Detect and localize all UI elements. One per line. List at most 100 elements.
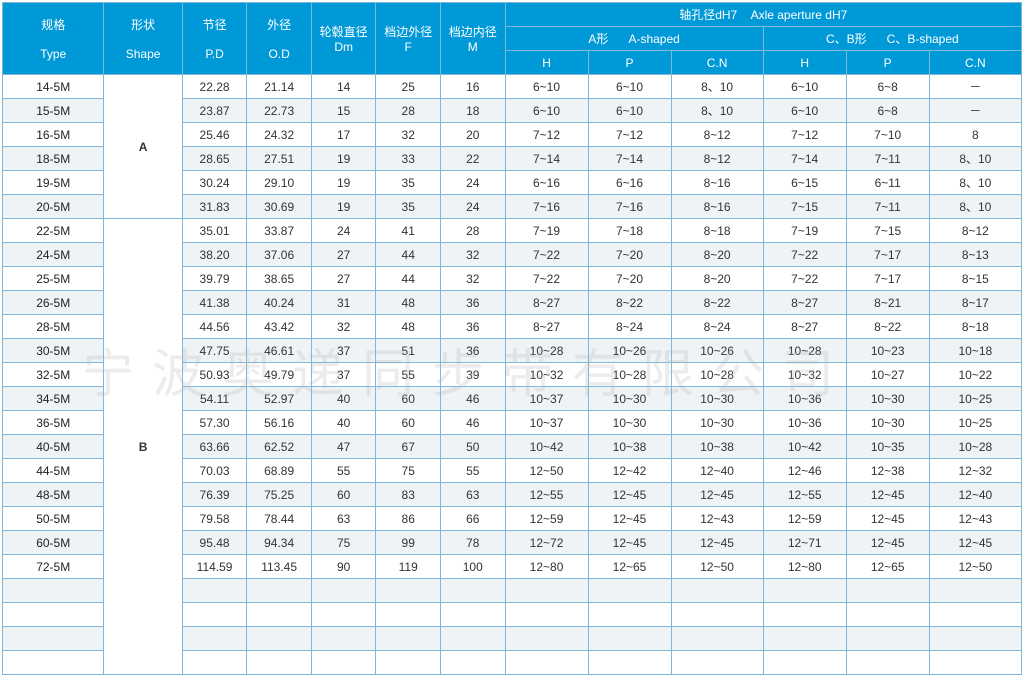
cell-m: 46 [440,411,505,435]
cell-cp: 10~30 [846,387,929,411]
cell-m: 24 [440,195,505,219]
cell-m: 32 [440,243,505,267]
cell-ccn: 8、10 [929,171,1021,195]
cell-ch: 10~36 [763,411,846,435]
hdr-a-p: P [588,51,671,75]
hdr-f: 档边外径F [376,3,441,75]
cell-ap: 7~18 [588,219,671,243]
cell-empty [376,603,441,627]
cell-empty [929,579,1021,603]
cell-cp: 7~10 [846,123,929,147]
cell-ah: 7~19 [505,219,588,243]
cell-cp: 10~23 [846,339,929,363]
cell-m: 50 [440,435,505,459]
cell-m: 39 [440,363,505,387]
cell-type: 28-5M [3,315,104,339]
cell-empty [588,627,671,651]
cell-empty [505,603,588,627]
cell-ap: 10~28 [588,363,671,387]
cell-ccn: 8~13 [929,243,1021,267]
cell-ccn: 12~50 [929,555,1021,579]
cell-cp: 8~21 [846,291,929,315]
cell-ccn: 8、10 [929,195,1021,219]
cell-empty [505,651,588,675]
cell-empty [671,651,763,675]
cell-empty [376,627,441,651]
cell-cp: 7~11 [846,195,929,219]
cell-od: 38.65 [247,267,312,291]
cell-ch: 7~15 [763,195,846,219]
cell-empty [440,603,505,627]
cell-od: 46.61 [247,339,312,363]
cell-empty [671,627,763,651]
cell-acn: 12~45 [671,531,763,555]
cell-m: 22 [440,147,505,171]
cell-ccn: 8~17 [929,291,1021,315]
cell-type: 16-5M [3,123,104,147]
cell-empty [505,579,588,603]
cell-pd: 70.03 [182,459,247,483]
hdr-cb-shape: C、B形 C、B-shaped [763,27,1021,51]
cell-ap: 6~10 [588,75,671,99]
cell-type: 48-5M [3,483,104,507]
cell-empty [763,579,846,603]
hdr-a-cn: C.N [671,51,763,75]
cell-pd: 35.01 [182,219,247,243]
cell-empty [3,651,104,675]
cell-ap: 6~10 [588,99,671,123]
hdr-type: 规格Type [3,3,104,75]
cell-dm: 60 [311,483,376,507]
cell-m: 55 [440,459,505,483]
cell-dm: 19 [311,171,376,195]
cell-empty [588,651,671,675]
cell-cp: 7~17 [846,243,929,267]
cell-acn: 12~43 [671,507,763,531]
cell-empty [182,603,247,627]
cell-type: 19-5M [3,171,104,195]
cell-f: 44 [376,267,441,291]
cell-type: 40-5M [3,435,104,459]
cell-ap: 10~26 [588,339,671,363]
cell-ch: 7~12 [763,123,846,147]
cell-empty [929,651,1021,675]
cell-empty [3,603,104,627]
cell-od: 24.32 [247,123,312,147]
cell-type: 26-5M [3,291,104,315]
cell-dm: 63 [311,507,376,531]
cell-dm: 90 [311,555,376,579]
cell-empty [846,579,929,603]
cell-ccn: 12~40 [929,483,1021,507]
cell-cp: 10~30 [846,411,929,435]
cell-acn: 10~38 [671,435,763,459]
cell-pd: 41.38 [182,291,247,315]
cell-cp: 7~17 [846,267,929,291]
cell-ap: 7~16 [588,195,671,219]
cell-ah: 12~55 [505,483,588,507]
cell-empty [763,627,846,651]
cell-pd: 22.28 [182,75,247,99]
cell-cp: 12~38 [846,459,929,483]
cell-dm: 32 [311,315,376,339]
cell-pd: 47.75 [182,339,247,363]
hdr-shape: 形状Shape [104,3,182,75]
cell-empty [846,603,929,627]
cell-od: 40.24 [247,291,312,315]
cell-empty [182,627,247,651]
hdr-dm: 轮毂直径Dm [311,3,376,75]
cell-dm: 31 [311,291,376,315]
cell-f: 75 [376,459,441,483]
cell-f: 41 [376,219,441,243]
cell-m: 20 [440,123,505,147]
cell-od: 37.06 [247,243,312,267]
cell-acn: 8、10 [671,99,763,123]
cell-ah: 12~59 [505,507,588,531]
hdr-a-shape: A形 A-shaped [505,27,763,51]
cell-empty [3,579,104,603]
cell-od: 68.89 [247,459,312,483]
cell-dm: 40 [311,387,376,411]
cell-m: 46 [440,387,505,411]
cell-empty [247,603,312,627]
cell-empty [763,603,846,627]
cell-empty [929,627,1021,651]
cell-cp: 12~65 [846,555,929,579]
